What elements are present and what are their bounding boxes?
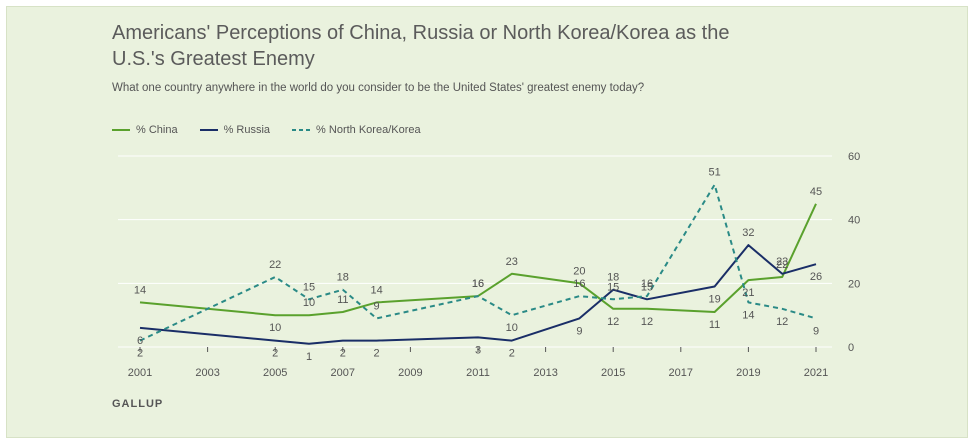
legend-swatch-china bbox=[112, 129, 130, 131]
series-line-korea bbox=[139, 183, 817, 342]
legend-item-china: % China bbox=[112, 124, 178, 136]
data-label-china: 10 bbox=[303, 297, 315, 309]
data-label-russia: 19 bbox=[708, 294, 720, 306]
x-tick-label: 2007 bbox=[331, 367, 355, 379]
data-label-china: 21 bbox=[742, 287, 754, 299]
x-tick-label: 2015 bbox=[601, 367, 625, 379]
series-line-russia bbox=[139, 244, 817, 345]
legend-label-korea: % North Korea/Korea bbox=[316, 124, 421, 136]
data-label-china: 11 bbox=[337, 294, 348, 306]
x-tick-label: 2021 bbox=[804, 367, 828, 379]
data-label-korea: 2 bbox=[137, 348, 143, 360]
x-tick-label: 2013 bbox=[533, 367, 557, 379]
data-label-china: 23 bbox=[506, 256, 518, 268]
data-label-china: 22 bbox=[776, 259, 788, 271]
x-tick-label: 2011 bbox=[466, 367, 490, 379]
data-label-russia: 2 bbox=[509, 348, 515, 360]
data-label-russia: 23 bbox=[776, 256, 788, 268]
source-label: GALLUP bbox=[112, 398, 164, 410]
data-label-russia: 2 bbox=[272, 348, 278, 360]
y-tick-label: 20 bbox=[848, 278, 860, 290]
data-label-korea: 10 bbox=[506, 322, 518, 334]
data-label-korea: 16 bbox=[641, 278, 653, 290]
data-label-china: 16 bbox=[472, 278, 484, 290]
data-label-china: 14 bbox=[134, 284, 146, 296]
data-label-china: 45 bbox=[810, 186, 822, 198]
y-tick-label: 40 bbox=[848, 215, 860, 227]
data-label-korea: 22 bbox=[269, 259, 281, 271]
data-label-china: 11 bbox=[709, 319, 720, 331]
data-label-china: 20 bbox=[573, 265, 585, 277]
data-label-china: 14 bbox=[370, 284, 382, 296]
legend-label-china: % China bbox=[136, 124, 178, 136]
data-label-russia: 2 bbox=[374, 348, 380, 360]
x-tick-label: 2003 bbox=[195, 367, 219, 379]
legend-swatch-korea bbox=[292, 129, 311, 131]
data-label-russia: 18 bbox=[607, 272, 619, 284]
chart-subtitle: What one country anywhere in the world d… bbox=[112, 82, 645, 94]
data-label-korea: 9 bbox=[813, 325, 819, 337]
data-label-russia: 3 bbox=[475, 344, 481, 356]
data-label-korea: 9 bbox=[374, 300, 380, 312]
data-label-russia: 26 bbox=[810, 271, 822, 283]
y-tick-label: 60 bbox=[848, 151, 860, 163]
data-label-korea: 15 bbox=[303, 281, 315, 293]
x-tick-label: 2009 bbox=[398, 367, 422, 379]
data-label-russia: 9 bbox=[576, 325, 582, 337]
y-tick-label: 0 bbox=[848, 342, 854, 354]
x-tick-label: 2005 bbox=[263, 367, 287, 379]
data-label-korea: 16 bbox=[472, 278, 484, 290]
data-label-russia: 1 bbox=[306, 351, 312, 363]
data-label-korea: 18 bbox=[337, 272, 349, 284]
legend-item-korea: % North Korea/Korea bbox=[292, 124, 421, 136]
data-label-korea: 51 bbox=[708, 167, 720, 179]
data-label-korea: 16 bbox=[573, 278, 585, 290]
data-label-china: 10 bbox=[269, 322, 281, 334]
legend-label-russia: % Russia bbox=[223, 124, 271, 136]
data-label-russia: 15 bbox=[641, 281, 653, 293]
x-tick-label: 2017 bbox=[669, 367, 693, 379]
data-label-korea: 15 bbox=[607, 281, 619, 293]
data-label-russia: 32 bbox=[742, 227, 754, 239]
x-tick-label: 2019 bbox=[736, 367, 760, 379]
x-tick-label: 2001 bbox=[128, 367, 152, 379]
data-label-china: 12 bbox=[607, 316, 619, 328]
data-label-korea: 12 bbox=[776, 316, 788, 328]
data-label-china: 12 bbox=[641, 316, 653, 328]
data-label-russia: 2 bbox=[340, 348, 346, 360]
data-label-korea: 14 bbox=[742, 309, 754, 321]
legend-item-russia: % Russia bbox=[199, 124, 271, 136]
legend-swatch-russia bbox=[199, 129, 218, 131]
data-label-russia: 6 bbox=[137, 335, 143, 347]
chart-title: Americans' Perceptions of China, Russia … bbox=[112, 22, 730, 70]
legend: % China % Russia % North Korea/Korea bbox=[112, 122, 443, 138]
